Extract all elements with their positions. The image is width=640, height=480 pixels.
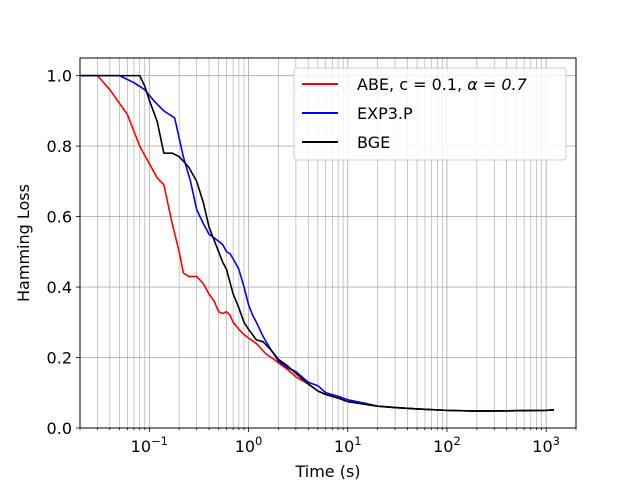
x-tick-label: 10−1	[131, 434, 168, 456]
legend-box	[293, 67, 567, 161]
x-axis-label: Time (s)	[294, 462, 360, 480]
y-axis-label: Hamming Loss	[14, 184, 33, 302]
x-tick-label-base: 10	[235, 437, 255, 456]
series-line-2	[80, 74, 555, 412]
x-tick-label: 101	[334, 434, 362, 456]
legend-entry: BGE	[357, 133, 390, 152]
x-tick-label-exponent: 2	[453, 434, 460, 448]
y-tick-label: 0.6	[47, 208, 72, 227]
x-tick-label-exponent: 1	[354, 434, 361, 448]
y-tick-label: 0.8	[47, 137, 72, 156]
y-tick-label: 0.0	[47, 419, 72, 438]
y-tick-label: 0.2	[47, 349, 72, 368]
legend-entry-label: EXP3.P	[357, 104, 413, 123]
legend-entry-label: BGE	[357, 133, 390, 152]
x-tick-label-exponent: −1	[151, 434, 168, 448]
y-tick-label: 0.4	[47, 278, 72, 297]
x-tick-label: 102	[433, 434, 461, 456]
x-tick-label-base: 10	[433, 437, 453, 456]
x-tick-label: 100	[235, 434, 263, 456]
legend-entry-label: ABE, c = 0.1,	[357, 75, 467, 94]
x-tick-label-base: 10	[131, 437, 151, 456]
plot-frame	[79, 57, 577, 429]
x-tick-label-exponent: 3	[553, 434, 560, 448]
x-tick-label-base: 10	[334, 437, 354, 456]
legend-entry: EXP3.P	[357, 104, 413, 123]
grid	[79, 58, 577, 429]
y-tick-label: 1.0	[47, 67, 72, 86]
legend-entry-math: α = 0.7	[467, 75, 527, 94]
x-tick-label: 103	[532, 434, 560, 456]
legend: ABE, c = 0.1, α = 0.7 EXP3.P BGE	[293, 67, 567, 161]
legend-entry: ABE, c = 0.1, α = 0.7	[357, 75, 528, 94]
series-lines	[80, 74, 555, 412]
x-tick-label-base: 10	[532, 437, 552, 456]
x-tick-label-exponent: 0	[255, 434, 262, 448]
axis-ticks: 0.00.20.40.60.81.010−1 100 101 102 103	[47, 67, 577, 456]
